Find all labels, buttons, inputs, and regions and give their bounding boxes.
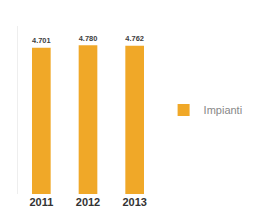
svg-text:4.762: 4.762 xyxy=(125,34,144,43)
svg-text:2013: 2013 xyxy=(122,196,146,208)
svg-text:4.780: 4.780 xyxy=(79,34,98,43)
svg-text:Impianti: Impianti xyxy=(204,104,243,116)
svg-text:2012: 2012 xyxy=(76,196,100,208)
svg-text:2011: 2011 xyxy=(29,196,53,208)
svg-text:4.701: 4.701 xyxy=(32,36,51,45)
